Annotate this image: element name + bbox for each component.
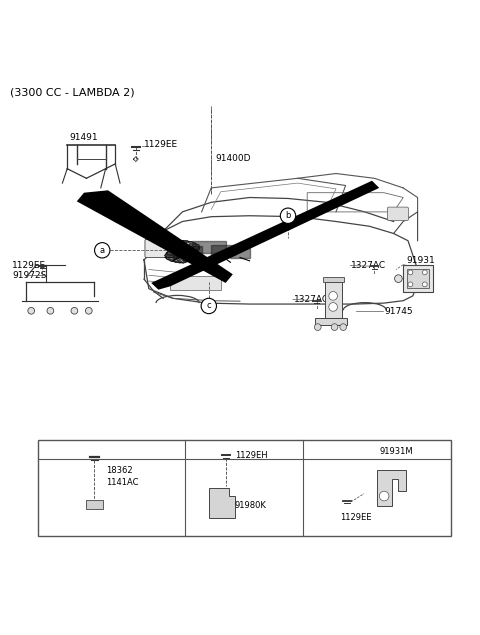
FancyBboxPatch shape <box>323 277 344 283</box>
Circle shape <box>329 291 337 300</box>
Circle shape <box>340 324 347 330</box>
FancyBboxPatch shape <box>407 269 429 288</box>
Text: 91931M: 91931M <box>379 447 413 456</box>
Circle shape <box>331 324 338 330</box>
Polygon shape <box>209 488 235 518</box>
FancyBboxPatch shape <box>145 239 177 258</box>
FancyBboxPatch shape <box>315 318 347 324</box>
Polygon shape <box>211 244 235 255</box>
Text: b: b <box>285 211 291 220</box>
Text: 1129EE: 1129EE <box>12 261 46 270</box>
Polygon shape <box>192 241 226 253</box>
FancyBboxPatch shape <box>38 440 451 536</box>
Text: (3300 CC - LAMBDA 2): (3300 CC - LAMBDA 2) <box>10 87 134 97</box>
Circle shape <box>47 307 54 314</box>
Circle shape <box>408 270 413 275</box>
FancyBboxPatch shape <box>86 500 103 509</box>
Polygon shape <box>230 248 250 258</box>
Circle shape <box>71 307 78 314</box>
Text: b: b <box>241 445 246 454</box>
Circle shape <box>395 275 402 283</box>
Polygon shape <box>151 181 379 290</box>
Text: c: c <box>206 302 211 311</box>
Text: 18362
1141AC: 18362 1141AC <box>107 466 139 487</box>
Circle shape <box>370 443 384 456</box>
Circle shape <box>85 307 92 314</box>
Text: a: a <box>100 246 105 255</box>
Polygon shape <box>77 190 233 283</box>
Circle shape <box>422 282 427 287</box>
Circle shape <box>105 443 119 456</box>
Text: 91400D: 91400D <box>215 154 251 163</box>
Polygon shape <box>377 470 406 505</box>
Circle shape <box>28 307 35 314</box>
Text: 1129EE: 1129EE <box>144 140 178 149</box>
Text: 91980K: 91980K <box>235 501 266 510</box>
FancyBboxPatch shape <box>325 281 342 318</box>
Text: 91931: 91931 <box>407 257 435 265</box>
Text: 1129EH: 1129EH <box>235 451 267 460</box>
Circle shape <box>280 208 296 224</box>
Circle shape <box>201 298 216 314</box>
Circle shape <box>329 303 337 311</box>
Text: 91745: 91745 <box>384 307 413 316</box>
FancyBboxPatch shape <box>170 276 221 290</box>
Circle shape <box>408 282 413 287</box>
Polygon shape <box>173 246 202 258</box>
Circle shape <box>422 270 427 275</box>
Circle shape <box>237 443 251 456</box>
Text: a: a <box>109 445 114 454</box>
Text: 1327AC: 1327AC <box>351 261 386 270</box>
Circle shape <box>314 324 321 330</box>
Text: c: c <box>374 445 379 454</box>
Text: 91491: 91491 <box>70 133 98 142</box>
Text: 91972S: 91972S <box>12 271 47 280</box>
FancyBboxPatch shape <box>387 207 408 220</box>
Circle shape <box>379 491 389 501</box>
Text: 1327AC: 1327AC <box>294 295 329 304</box>
Circle shape <box>95 243 110 258</box>
Text: 1129EE: 1129EE <box>340 513 372 522</box>
FancyBboxPatch shape <box>403 265 433 291</box>
